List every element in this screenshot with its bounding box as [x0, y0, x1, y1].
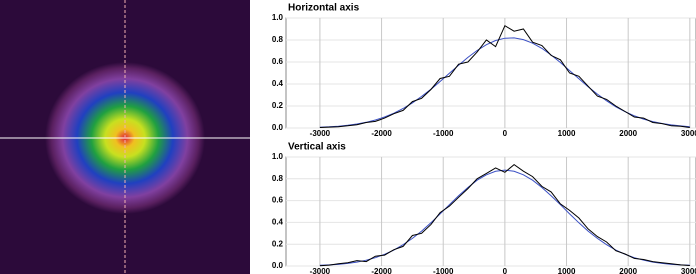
x-tick-label: 3000: [681, 267, 696, 274]
profiler-window: Horizontal axis 0.0 0.2 0.4 0.6 0.8 1.0 -3000 -2…: [0, 0, 696, 274]
y-tick-label: 1.0: [272, 152, 284, 161]
y-tick-label: 0.2: [272, 239, 284, 248]
y-tick-label: 0.0: [272, 123, 284, 132]
y-tick-label: 0.8: [272, 174, 284, 183]
x-tick-label: -3000: [310, 129, 331, 138]
x-tick-label: -1000: [433, 129, 454, 138]
y-tick-label: 0.6: [272, 57, 284, 66]
y-tick-label: 0.8: [272, 35, 284, 44]
x-tick-label: 2000: [619, 129, 637, 138]
y-tick-label: 0.6: [272, 196, 284, 205]
x-tick-label: -2000: [371, 267, 392, 274]
page: Horizontal axis 0.0 0.2 0.4 0.6 0.8 1.0 -3000 -2…: [0, 0, 696, 274]
x-tick-label: 0: [503, 129, 508, 138]
x-tick-label: 2000: [619, 267, 637, 274]
x-tick-label: 1000: [558, 129, 576, 138]
x-tick-label: -1000: [433, 267, 454, 274]
x-tick-label: 0: [503, 267, 508, 274]
x-tick-label: -3000: [310, 267, 331, 274]
x-tick-label: -2000: [371, 129, 392, 138]
y-tick-label: 0.4: [272, 79, 284, 88]
y-tick-label: 1.0: [272, 13, 284, 22]
y-tick-label: 0.2: [272, 101, 284, 110]
y-tick-label: 0.4: [272, 218, 284, 227]
x-tick-label: 3000: [681, 129, 696, 138]
chart-title: Horizontal axis: [288, 3, 360, 14]
chart-title: Vertical axis: [288, 142, 346, 153]
plot-area: [286, 18, 696, 128]
x-tick-label: 1000: [558, 267, 576, 274]
y-tick-label: 0.0: [272, 261, 284, 270]
